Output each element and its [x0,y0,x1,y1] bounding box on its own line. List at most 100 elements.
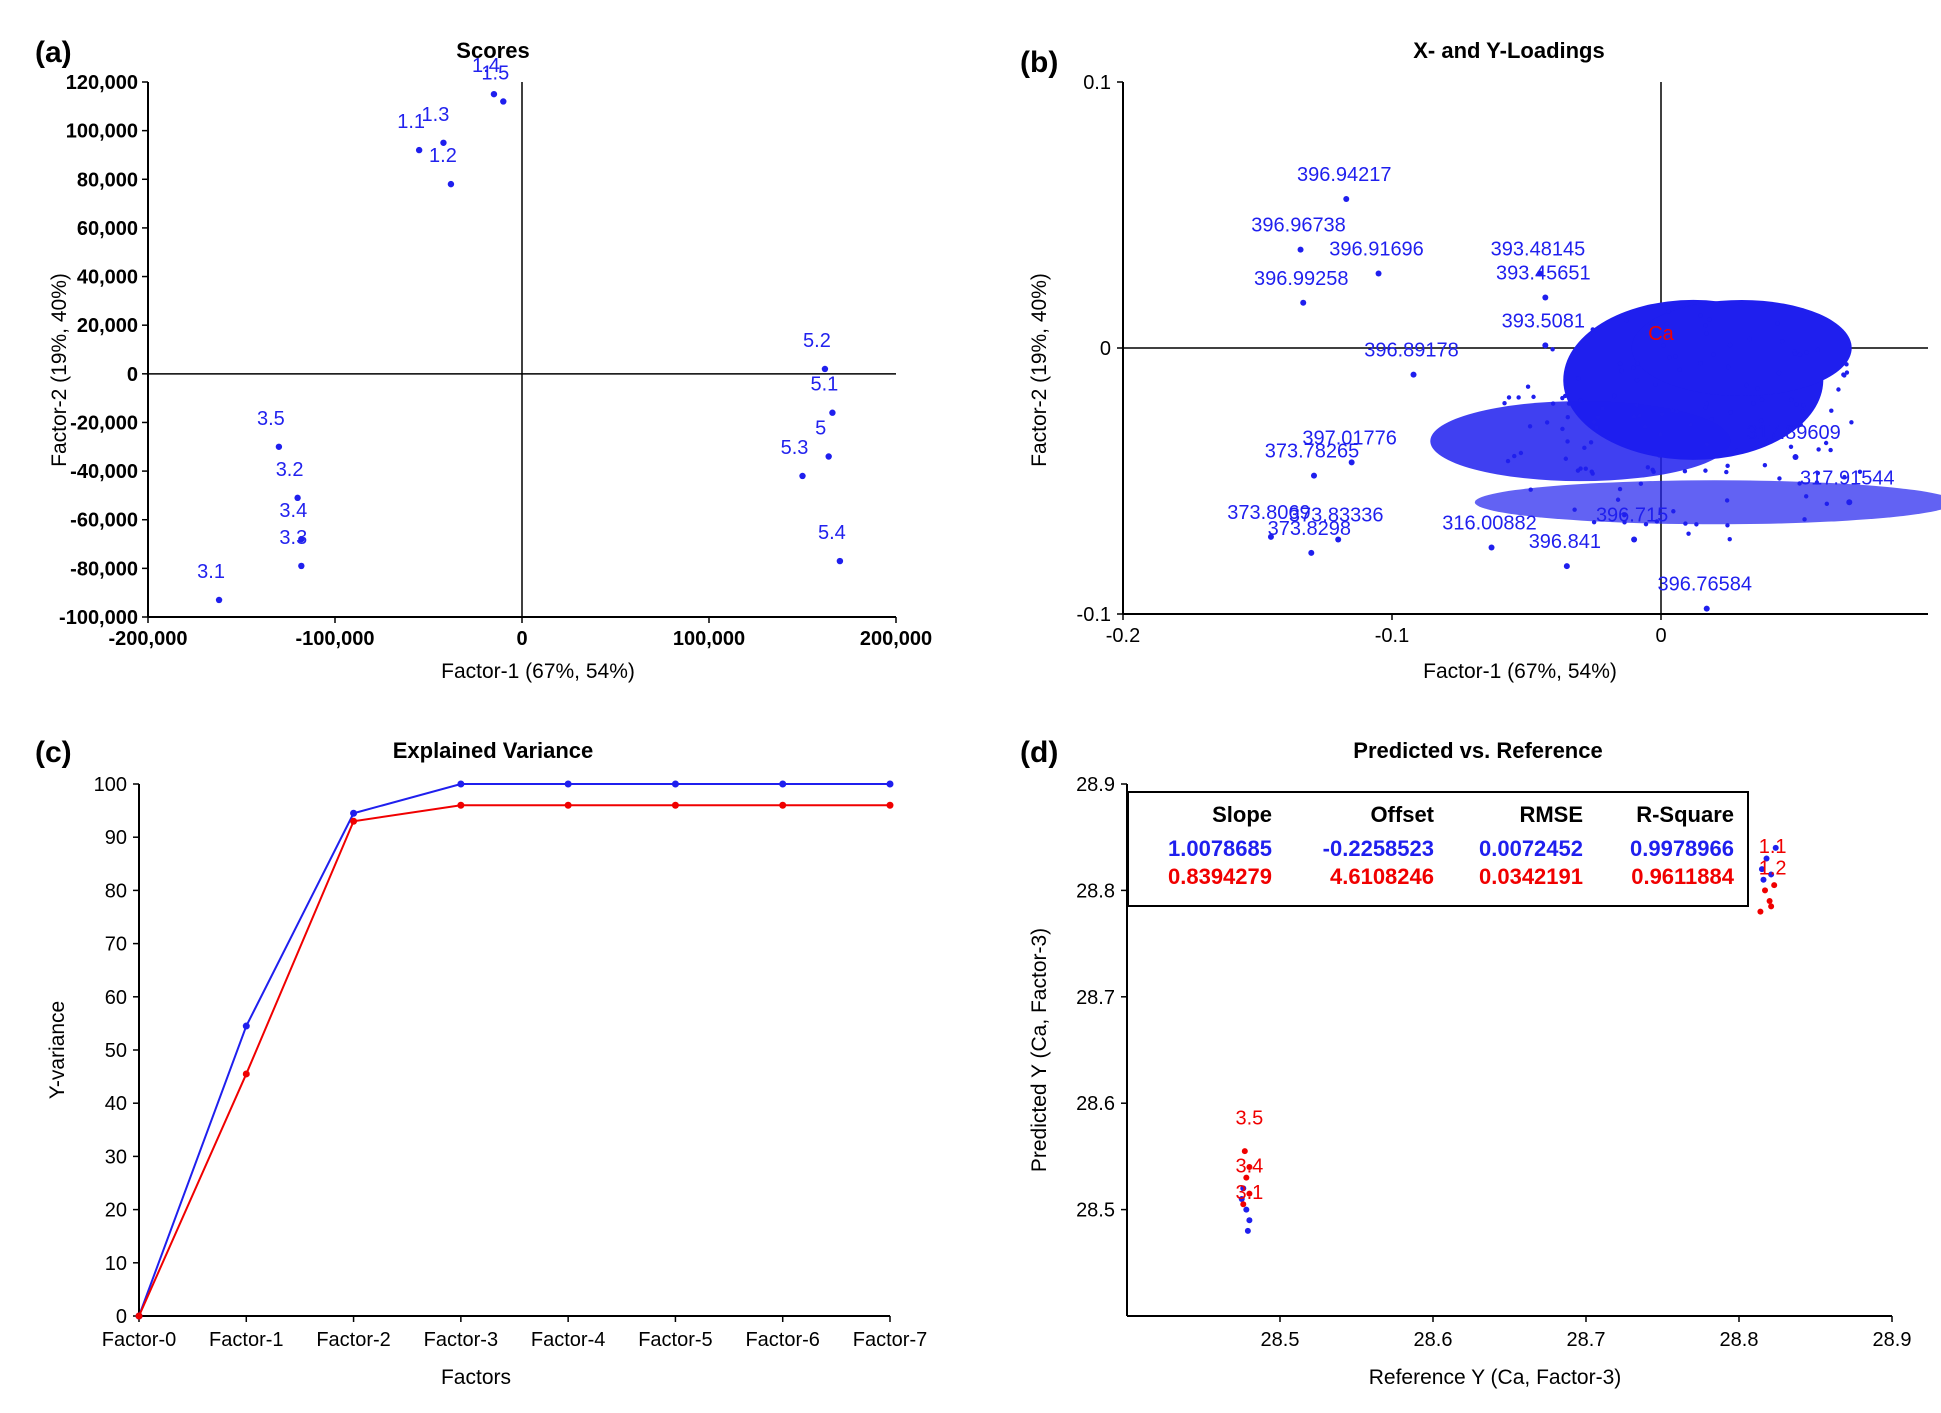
red-prediction-point [1246,1164,1253,1171]
loading-cloud-point [1505,458,1511,464]
x-tick-label: Factor-4 [531,1329,605,1351]
blue-series-point [564,780,572,788]
score-point [298,562,305,570]
panel-c-ticks: Factor-0 Factor-1 Factor-2 Factor-3 Factor-4… [94,774,928,1351]
y-tick-label: 50 [105,1040,127,1062]
loading-point-label: 317.91544 [1800,467,1895,489]
loading-cloud-point [1759,397,1765,402]
loading-cloud-point [1703,405,1708,410]
y-tick-label: 10 [105,1253,127,1275]
loading-cloud-point [1624,318,1629,323]
panel-c-axes [138,784,890,1317]
red-series-point [350,817,358,825]
loading-cloud-point [1747,336,1752,342]
stats-header-rmse: RMSE [1519,802,1583,827]
score-point [294,494,301,502]
y-tick-label: -80,000 [70,558,138,580]
loading-point-label: 397.01776 [1302,427,1397,449]
red-prediction-point [1241,1148,1248,1155]
score-point [440,139,447,146]
y-tick-label: -100,000 [59,607,138,629]
x-tick-label: -200,000 [109,628,188,650]
blue-series-point [242,1022,250,1030]
loading-cloud-point [1707,317,1712,322]
loading-cloud-point [1704,401,1709,407]
loading-cloud-point [1694,522,1699,527]
x-tick-label: Factor-5 [638,1329,712,1351]
panel-b-ylabel: Factor-2 (19%, 40%) [1028,273,1051,467]
y-tick-label: 100 [94,774,127,796]
stats-header-rsquare: R-Square [1636,802,1734,827]
loading-cloud-point [1566,401,1572,406]
score-point-label: 1.5 [481,62,509,84]
panel-c-series [135,780,894,1320]
score-point-label: 5.1 [811,374,839,396]
blue-prediction-point [1238,1195,1245,1202]
red-prediction-point [1768,903,1775,910]
x-tick-label: 0 [516,628,527,650]
x-tick-label: Factor-7 [853,1329,927,1351]
loading-cloud-point [1544,420,1550,425]
loading-cloud-point [1794,402,1799,407]
loading-cloud-point [1525,384,1531,389]
loading-point-label: 393.45651 [1496,262,1591,284]
y-tick-label: 60,000 [77,218,138,240]
loading-point [1846,499,1853,506]
loading-point [1792,454,1799,461]
loading-cloud-point [1677,367,1683,372]
loading-cloud-point [1563,456,1569,461]
blue-series-point [671,780,679,788]
panel-a-title: Scores [456,38,529,63]
x-tick-label: Factor-2 [316,1329,390,1351]
y-tick-label: 80,000 [77,169,138,191]
loading-cloud-point [1816,447,1821,452]
score-point [836,557,844,565]
blue-series-point [886,780,894,788]
loading-cloud-point [1726,364,1731,370]
loading-point [1375,270,1382,277]
loading-point [1348,459,1355,466]
panel-c-xlabel: Factors [441,1366,511,1389]
loading-point-label: 396.91696 [1329,239,1424,261]
panel-d-stats-table: Slope Offset RMSE R-Square 1.0078685 -0.… [1127,791,1749,907]
loading-cloud-point [1844,362,1849,367]
blue-prediction-point [1240,1185,1247,1192]
loading-cloud-point [1842,474,1847,480]
loading-cloud-point [1617,486,1623,492]
x-tick-label: 28.9 [1873,1329,1912,1351]
loading-cloud-point [1563,382,1569,387]
loading-cloud-point [1727,342,1733,348]
x-tick-label: -0.1 [1375,625,1409,647]
loading-cloud-point [1755,386,1760,391]
loading-cloud-point [1565,439,1570,444]
loading-cloud-point [1646,450,1651,455]
score-point-label: 3.2 [276,459,304,481]
loading-cloud-point [1631,414,1637,419]
loading-cloud-point [1672,354,1678,359]
y-tick-label: 28.5 [1076,1200,1115,1222]
score-point-label: 1.1 [397,111,425,133]
panel-a: (a) Scores -200,000 -100,000 0 100,000 200,0… [35,36,932,683]
loading-cloud-point [1531,394,1536,400]
loading-point [1542,294,1549,301]
prediction-group-label: 3.4 [1235,1155,1263,1177]
y-tick-label: 28.7 [1076,987,1115,1009]
loading-cloud-point [1823,440,1829,446]
x-tick-label: Factor-1 [209,1329,283,1351]
loading-cloud-point [1638,481,1644,486]
loading-cloud-point [1594,425,1599,430]
loading-cloud-point [1804,350,1809,355]
loading-cloud-point [1803,494,1809,499]
loading-cloud-point [1591,519,1597,525]
loading-cloud-point [1725,463,1730,469]
panel-a-axes [147,82,896,618]
blue-prediction-point [1243,1206,1250,1213]
loading-cloud-point [1649,322,1655,327]
loading-point [1267,533,1274,540]
loading-cloud-point [1735,448,1740,453]
x-tick-label: Factor-0 [102,1329,176,1351]
score-point [447,180,455,188]
x-tick-label: -100,000 [296,628,375,650]
loading-cloud-point [1789,397,1794,403]
